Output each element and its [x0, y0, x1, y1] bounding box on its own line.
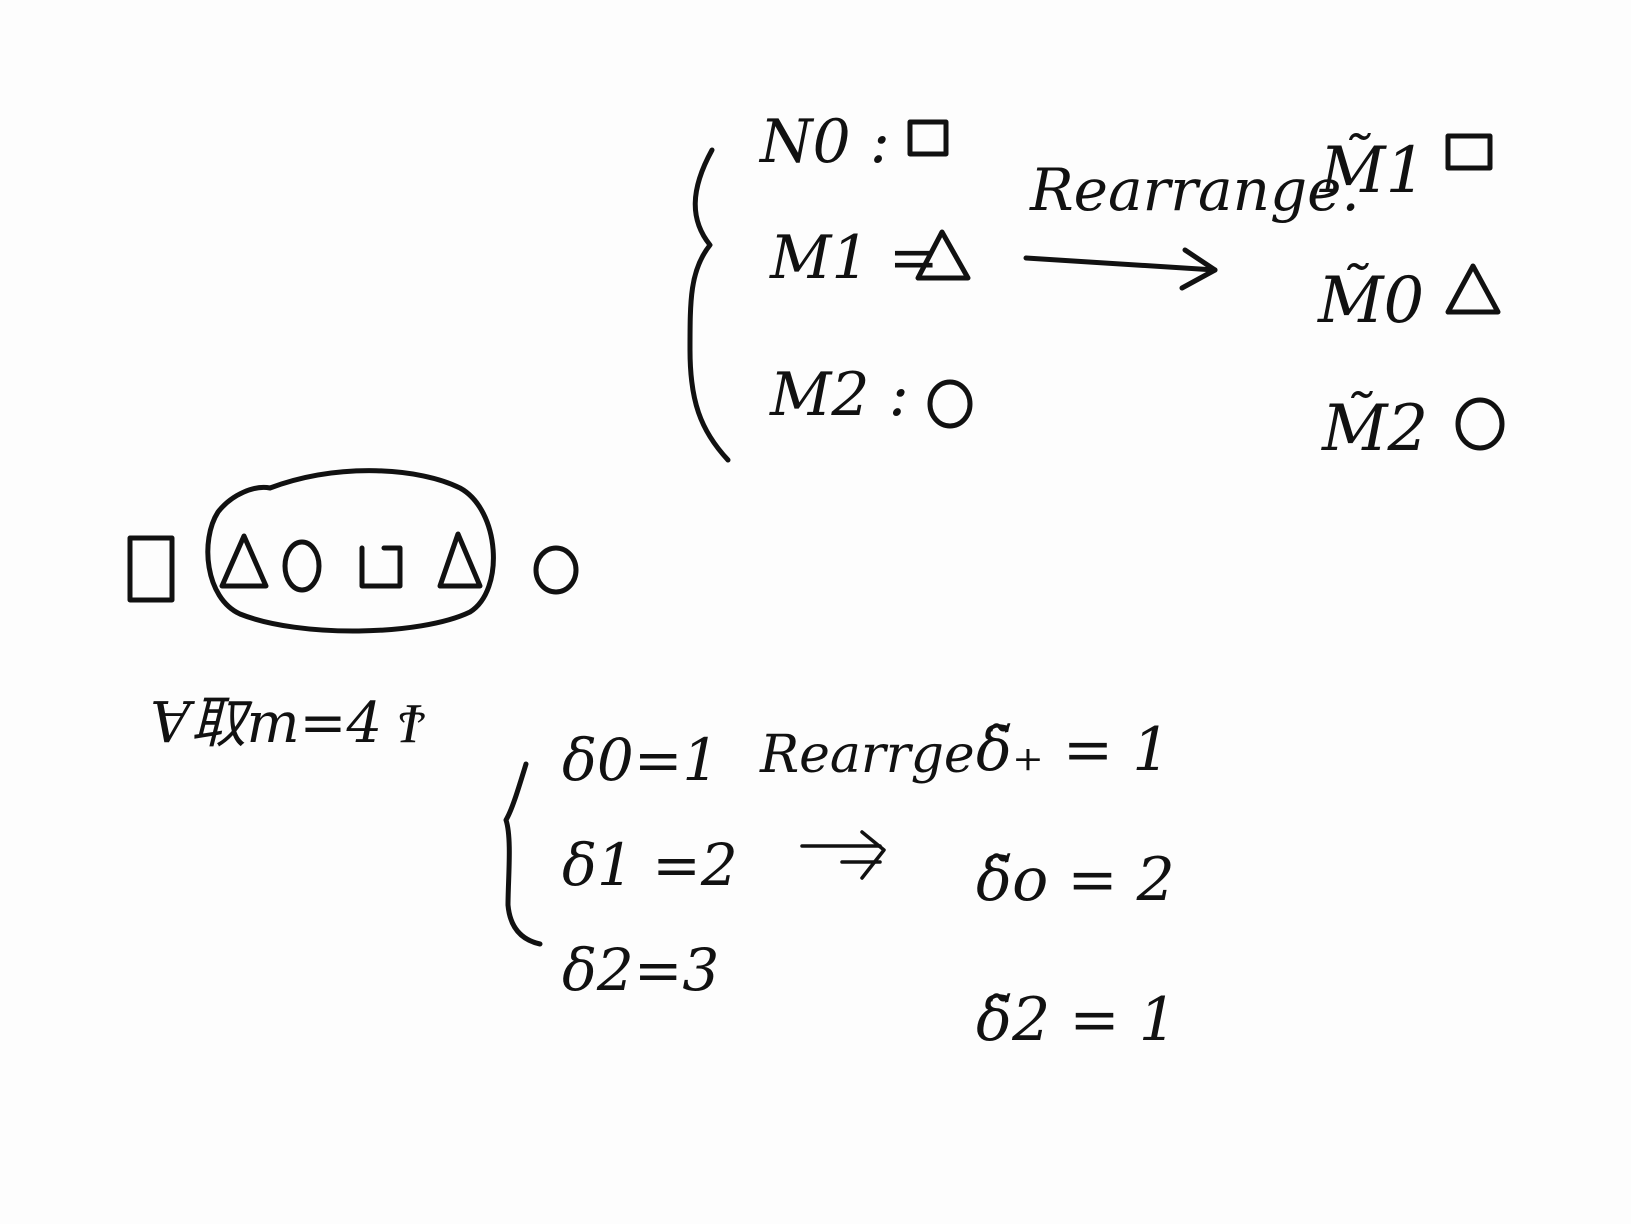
bottom-arrow-label: Rearrge: [759, 725, 975, 785]
top-left-label-2: M2 :: [769, 360, 909, 430]
top-right-label-0: M̃1: [1319, 133, 1426, 208]
triangle-shape-icon: [440, 534, 480, 586]
bottom-right-label-1: δ̃o = 2: [976, 845, 1175, 915]
top-right-label-2: M̃2: [1321, 391, 1428, 466]
triangle-shape-icon: [222, 536, 266, 586]
circle-shape-icon: [1458, 400, 1502, 448]
bottom-left-label-2: δ2=3: [562, 936, 719, 1004]
bottom-right-label-2: δ̃2 = 1: [976, 985, 1177, 1055]
shape-sequence: [130, 471, 576, 631]
circle-shape-icon: [536, 548, 576, 592]
top-left-brace: [690, 150, 728, 460]
square-shape-icon: [130, 538, 172, 600]
top-right-label-1: M̃0: [1317, 263, 1424, 338]
bottom-right-label-0: δ̃₊ = 1: [976, 715, 1170, 785]
triangle-shape-icon: [1448, 266, 1498, 312]
top-arrow-shaft: [1026, 258, 1215, 270]
square-shape-icon: [910, 122, 946, 154]
square-shape-icon: [362, 548, 400, 586]
bottom-rearrange-block: δ0=1 δ1 =2 δ2=3 Rearrge δ̃₊ = 1 δ̃o = 2 …: [506, 715, 1177, 1055]
top-rearrange-block: N0 : M1 = M2 : Rearrange. M̃1 M̃0 M̃2: [690, 107, 1502, 466]
note-text: Ɐ取m=4 Ϯ: [150, 691, 425, 756]
square-shape-icon: [1448, 136, 1490, 168]
top-left-label-0: N0 :: [758, 107, 890, 177]
bottom-left-label-1: δ1 =2: [562, 831, 738, 899]
bottom-arrow-head-icon: [862, 832, 884, 878]
bottom-left-label-0: δ0=1: [562, 726, 719, 794]
circle-shape-icon: [285, 542, 319, 590]
bottom-left-brace: [506, 764, 540, 944]
circle-shape-icon: [930, 382, 970, 426]
top-left-label-1: M1 =: [769, 223, 939, 293]
top-arrow-label: Rearrange.: [1029, 156, 1360, 224]
